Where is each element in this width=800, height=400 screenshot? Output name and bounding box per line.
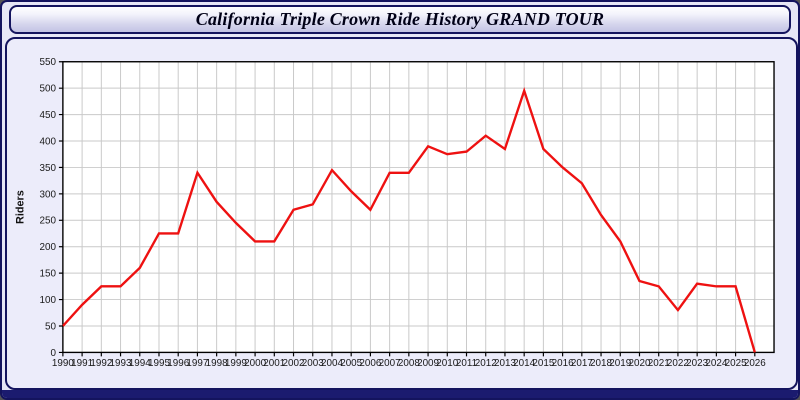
x-tick-label: 2002 xyxy=(283,358,305,369)
x-tick-label: 1996 xyxy=(167,358,189,369)
x-tick-label: 2014 xyxy=(513,358,535,369)
x-tick-label: 1995 xyxy=(148,358,170,369)
x-tick-label: 2021 xyxy=(648,358,670,369)
y-tick-label: 400 xyxy=(39,136,56,147)
plot-area xyxy=(62,61,775,353)
x-tick-label: 2001 xyxy=(263,358,285,369)
y-tick-label: 50 xyxy=(45,321,56,332)
y-tick-label: 550 xyxy=(39,57,56,68)
x-tick-label: 2020 xyxy=(629,358,651,369)
x-tick-label: 2018 xyxy=(590,358,612,369)
y-tick-label: 250 xyxy=(39,216,56,227)
y-tick-label: 500 xyxy=(39,84,56,95)
x-tick-label: 2016 xyxy=(552,358,574,369)
plot-border xyxy=(62,61,775,354)
x-tick-label: 1993 xyxy=(110,358,132,369)
x-tick-label: 2023 xyxy=(686,358,708,369)
x-tick-label: 2019 xyxy=(609,358,631,369)
y-tick-label: 100 xyxy=(39,295,56,306)
y-tick-label: 200 xyxy=(39,242,56,253)
x-tick-label: 2025 xyxy=(725,358,747,369)
x-tick-label: 2011 xyxy=(456,358,478,369)
x-tick-label: 1999 xyxy=(225,358,247,369)
x-tick-label: 2012 xyxy=(475,358,497,369)
x-tick-label: 1997 xyxy=(186,358,208,369)
y-tick-label: 300 xyxy=(39,189,56,200)
x-tick-label: 2000 xyxy=(244,358,266,369)
window-bottom-bar xyxy=(2,390,798,398)
x-tick-label: 1998 xyxy=(206,358,228,369)
x-tick-label: 2022 xyxy=(667,358,689,369)
page-title: California Triple Crown Ride History GRA… xyxy=(195,9,605,29)
y-tick-label: 450 xyxy=(39,110,56,121)
x-tick-label: 1991 xyxy=(71,358,93,369)
x-tick-label: 2024 xyxy=(705,358,727,369)
x-tick-label: 1992 xyxy=(90,358,112,369)
x-tick-label: 2013 xyxy=(494,358,516,369)
y-tick-label: 350 xyxy=(39,163,56,174)
x-tick-label: 2015 xyxy=(532,358,554,369)
x-tick-label: 2003 xyxy=(302,358,324,369)
x-tick-label: 2004 xyxy=(321,358,343,369)
riders-data-line xyxy=(62,87,756,353)
y-tick-label: 150 xyxy=(39,269,56,280)
x-tick-label: 2009 xyxy=(417,358,439,369)
title-bar: California Triple Crown Ride History GRA… xyxy=(9,5,791,34)
x-tick-label: 2017 xyxy=(571,358,593,369)
x-tick-label: 2005 xyxy=(340,358,362,369)
x-tick-label: 1990 xyxy=(52,358,74,369)
x-tick-label: 2008 xyxy=(398,358,420,369)
x-tick-label: 1994 xyxy=(129,358,151,369)
x-tick-label: 2006 xyxy=(359,358,381,369)
ride-history-line-chart: 0501001502002503003504004505005501990199… xyxy=(14,57,775,369)
y-axis-title: Riders xyxy=(14,190,26,224)
chart-panel: 0 50 100 150 200 250 300 350 400 450 500 550 1990 199… xyxy=(5,37,798,390)
x-tick-label: 2010 xyxy=(436,358,458,369)
x-tick-label: 2026 xyxy=(744,358,766,369)
y-tick-label: 0 xyxy=(50,348,56,359)
x-tick-label: 2007 xyxy=(379,358,401,369)
